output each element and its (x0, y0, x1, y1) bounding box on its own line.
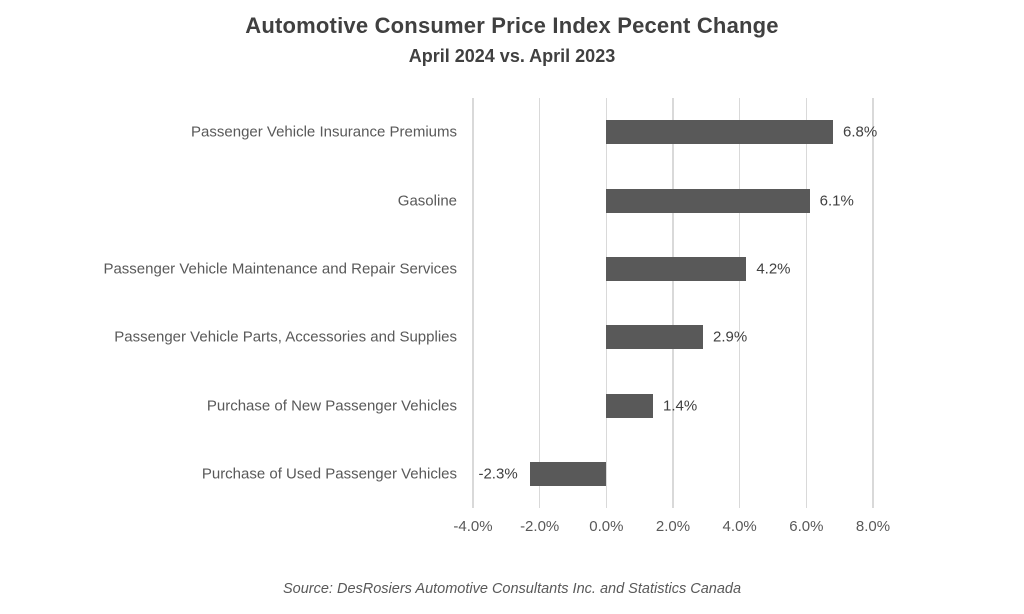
bar (606, 393, 653, 418)
x-tick-label: 4.0% (722, 518, 757, 535)
bar-value-label: 1.4% (663, 397, 698, 414)
source-note: Source: DesRosiers Automotive Consultant… (282, 581, 742, 597)
x-tick-label: 6.0% (789, 518, 824, 535)
x-tick-label: -2.0% (520, 518, 560, 535)
bar (606, 120, 833, 145)
chart-title: Automotive Consumer Price Index Pecent C… (245, 13, 779, 38)
x-tick-label: 2.0% (655, 518, 691, 535)
gridline (872, 98, 874, 508)
bar (606, 325, 703, 350)
category-label: Gasoline (397, 192, 457, 209)
gridline (472, 98, 474, 508)
bar (529, 461, 607, 486)
category-label: Purchase of Used Passenger Vehicles (201, 465, 457, 483)
chart-subtitle: April 2024 vs. April 2023 (408, 46, 616, 66)
bar (606, 256, 747, 281)
bar-value-label: -2.3% (478, 465, 518, 483)
category-label: Passenger Vehicle Insurance Premiums (191, 123, 457, 141)
gridline (605, 98, 608, 508)
bar-value-label: 6.8% (843, 123, 878, 141)
gridline (538, 98, 541, 508)
bar-value-label: 4.2% (756, 260, 791, 278)
category-label: Passenger Vehicle Maintenance and Repair… (103, 260, 457, 278)
bar-value-label: 2.9% (713, 328, 748, 346)
x-tick-label: 0.0% (589, 518, 624, 535)
x-tick-label: 8.0% (855, 518, 891, 535)
gridline (672, 98, 674, 508)
bar (606, 188, 810, 213)
x-tick-label: -4.0% (453, 518, 493, 535)
gridline (738, 98, 741, 508)
bar-value-label: 6.1% (819, 192, 854, 209)
category-label: Passenger Vehicle Parts, Accessories and… (114, 328, 457, 346)
category-label: Purchase of New Passenger Vehicles (206, 397, 457, 414)
gridline (805, 98, 808, 508)
